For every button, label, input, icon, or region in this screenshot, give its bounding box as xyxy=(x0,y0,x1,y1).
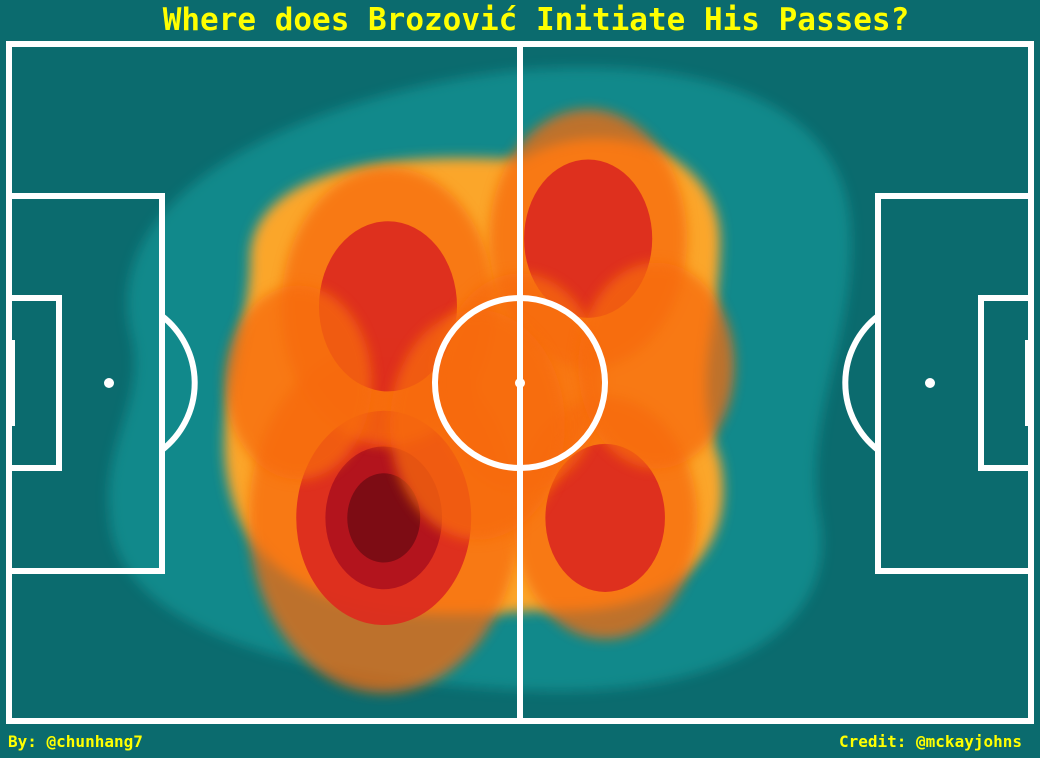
right-penalty-arc xyxy=(842,313,880,453)
author-credit: By: @chunhang7 xyxy=(8,732,143,751)
pitch-spots xyxy=(104,378,935,388)
contour-level-2 xyxy=(545,443,665,592)
pitch-markings xyxy=(6,41,1034,724)
contour-level-1 xyxy=(578,262,735,469)
source-credit: Credit: @mckayjohns xyxy=(838,732,1022,751)
left-penalty-arc xyxy=(160,313,198,453)
left-penalty-spot xyxy=(104,378,114,388)
right-penalty-spot xyxy=(925,378,935,388)
left-six-yard-box xyxy=(6,295,62,471)
density-peak-6 xyxy=(389,309,565,540)
chart-title: Where does Brozović Initiate His Passes? xyxy=(162,2,910,38)
density-peak-8 xyxy=(225,285,372,480)
contour-level-1 xyxy=(389,309,565,540)
centre-spot xyxy=(515,378,525,388)
right-penalty-area xyxy=(875,193,1034,574)
contour-level-1 xyxy=(225,285,372,480)
centre-circle xyxy=(432,295,608,471)
heatmap-layer xyxy=(108,67,852,693)
density-peak-7 xyxy=(578,262,735,469)
contour-level-4 xyxy=(347,473,421,563)
right-six-yard-box xyxy=(978,295,1034,471)
